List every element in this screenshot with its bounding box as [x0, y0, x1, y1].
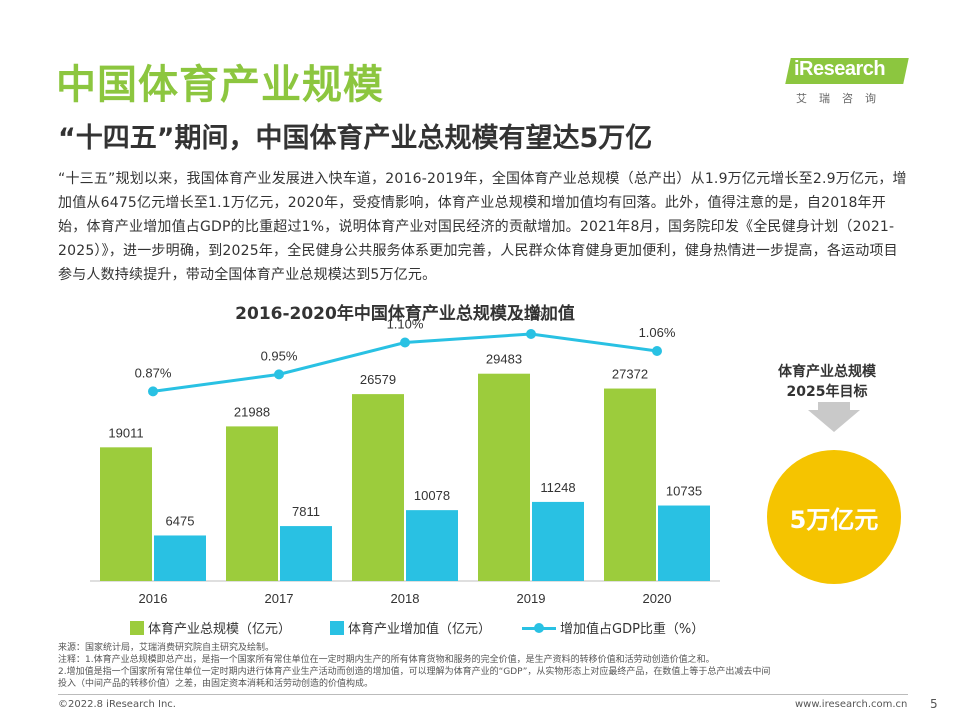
target-title-line1: 体育产业总规模: [778, 364, 876, 380]
iresearch-logo: iResearch 艾瑞咨询: [776, 52, 916, 112]
tick-label-2016: 2016: [139, 591, 168, 606]
legend-item-added: 体育产业增加值（亿元）: [330, 618, 491, 637]
label-gdp-ratio-2016: 0.87%: [135, 365, 172, 380]
point-gdp-ratio-2020: [652, 346, 662, 356]
footer-website: www.iresearch.com.cn: [795, 699, 908, 710]
arrow-stem: [818, 402, 850, 411]
legend-label-total: 体育产业总规模（亿元）: [148, 622, 292, 637]
label-total-2020: 27372: [612, 367, 648, 382]
footer-divider: [58, 694, 908, 695]
label-total-2019: 29483: [486, 352, 522, 367]
intro-paragraph: “十三五”规划以来，我国体育产业发展进入快车道，2016-2019年，全国体育产…: [58, 171, 907, 283]
tick-label-2017: 2017: [265, 591, 294, 606]
page-subtitle: “十四五”期间，中国体育产业总规模有望达5万亿: [58, 123, 653, 154]
bar-added-2018: [406, 510, 458, 581]
note-2b: 投入（中间产品的转移价值）之差，由固定资本消耗和活劳动创造的价值构成。: [58, 679, 374, 689]
bar-added-2020: [658, 505, 710, 581]
legend-label-ratio: 增加值占GDP比重（%）: [560, 622, 705, 637]
label-added-2019: 11248: [540, 480, 575, 495]
label-total-2016: 19011: [108, 425, 143, 440]
page-title: 中国体育产业规模: [56, 62, 384, 108]
tick-label-2020: 2020: [643, 591, 672, 606]
legend-swatch-green: [130, 620, 144, 635]
legend-label-added: 体育产业增加值（亿元）: [348, 622, 492, 637]
bar-total-2018: [352, 394, 404, 581]
tick-label-2019: 2019: [517, 591, 546, 606]
target-title-line2: 2025年目标: [786, 384, 868, 400]
legend-item-ratio: 增加值占GDP比重（%）: [522, 618, 704, 637]
label-gdp-ratio-2017: 0.95%: [261, 348, 298, 363]
point-gdp-ratio-2018: [400, 337, 410, 348]
bar-total-2020: [604, 388, 656, 581]
bar-added-2019: [532, 501, 584, 581]
label-gdp-ratio-2020: 1.06%: [639, 325, 676, 340]
label-gdp-ratio-2018: 1.10%: [387, 317, 424, 332]
note-source: 来源：国家统计局，艾瑞消费研究院自主研究及绘制。: [58, 643, 275, 653]
label-added-2020: 10735: [666, 484, 702, 499]
legend-line-icon: [522, 621, 556, 635]
page-number: 5: [930, 697, 938, 711]
label-total-2018: 26579: [360, 372, 396, 387]
point-gdp-ratio-2017: [274, 369, 284, 380]
label-gdp-ratio-2019: 1.14%: [513, 308, 550, 323]
point-gdp-ratio-2016: [148, 386, 158, 397]
chart-title: 2016-2020年中国体育产业总规模及增加值: [235, 303, 575, 324]
bar-added-2016: [154, 535, 206, 581]
bar-total-2019: [478, 373, 530, 581]
logo-text: iResearch: [794, 58, 886, 80]
label-added-2016: 6475: [166, 513, 195, 528]
bar-added-2017: [280, 526, 332, 581]
point-gdp-ratio-2019: [526, 329, 536, 339]
target-title: 体育产业总规模 2025年目标: [752, 362, 902, 402]
arrow-down-icon: [808, 410, 860, 432]
logo-subtext: 艾瑞咨询: [796, 92, 888, 105]
chart-legend: 体育产业总规模（亿元） 体育产业增加值（亿元） 增加值占GDP比重（%）: [130, 618, 730, 638]
label-added-2018: 10078: [414, 488, 450, 503]
legend-item-total: 体育产业总规模（亿元）: [130, 618, 291, 637]
bar-total-2016: [100, 447, 152, 581]
target-circle: 5万亿元: [767, 450, 901, 584]
footer-copyright: ©2022.8 iResearch Inc.: [58, 699, 176, 710]
footnotes: 来源：国家统计局，艾瑞消费研究院自主研究及绘制。 注释：1.体育产业总规模即总产…: [58, 642, 918, 690]
label-added-2017: 7811: [292, 504, 320, 519]
bar-total-2017: [226, 426, 278, 581]
tick-label-2018: 2018: [391, 591, 420, 606]
note-1: 注释：1.体育产业总规模即总产出，是指一个国家所有常住单位在一定时期内生产的所有…: [58, 655, 715, 665]
note-2a: 2.增加值是指一个国家所有常住单位一定时期内进行体育产业生产活动而创造的增加值，…: [58, 667, 771, 677]
label-total-2017: 21988: [234, 404, 270, 419]
legend-swatch-blue: [330, 620, 344, 635]
